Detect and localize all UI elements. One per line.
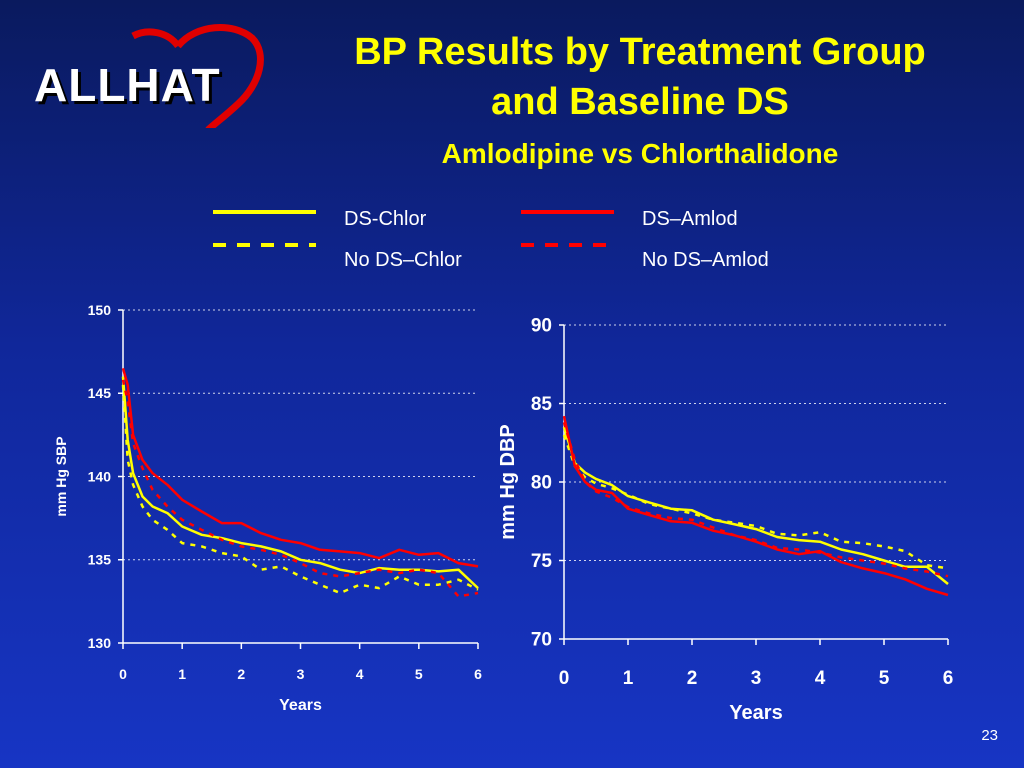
- series-line-ds-chlor: [562, 426, 949, 585]
- y-tick-label: 145: [88, 385, 112, 401]
- y-tick-label: 135: [88, 552, 112, 568]
- x-tick-label: 5: [879, 668, 890, 689]
- x-tick-label: 4: [815, 668, 826, 689]
- x-tick-label: 0: [119, 666, 127, 682]
- allhat-logo: ALLHAT: [28, 18, 268, 133]
- y-tick-label: 130: [88, 635, 112, 651]
- y-tick-label: 75: [531, 551, 553, 572]
- y-tick-label: 85: [531, 394, 553, 415]
- y-tick-label: 80: [531, 473, 552, 494]
- legend-label-no-ds-chlor: No DS–Chlor: [344, 249, 462, 271]
- series-line-ds-amlod: [562, 415, 949, 597]
- series-line-no-ds-amlod: [121, 379, 479, 598]
- page-subtitle: Amlodipine vs Chlorthalidone: [441, 138, 839, 169]
- series-line-no-ds-chlor: [562, 434, 949, 570]
- series-line-ds-chlor: [121, 376, 479, 590]
- legend-label-no-ds-amlod: No DS–Amlod: [642, 249, 769, 271]
- x-tick-label: 5: [415, 666, 423, 682]
- x-tick-label: 6: [943, 668, 954, 689]
- x-tick-label: 3: [751, 668, 762, 689]
- x-tick-label: 2: [687, 668, 698, 689]
- y-axis-label: mm Hg SBP: [53, 436, 69, 516]
- page-title-line1: BP Results by Treatment Group: [354, 31, 926, 73]
- x-axis-label: Years: [729, 702, 782, 724]
- slide-number: 23: [981, 727, 998, 744]
- y-tick-label: 90: [531, 316, 552, 337]
- y-axis-label: mm Hg DBP: [497, 424, 519, 540]
- x-tick-label: 1: [178, 666, 186, 682]
- series-line-no-ds-amlod: [562, 421, 949, 578]
- series-line-no-ds-chlor: [121, 384, 479, 595]
- page-title-line2: and Baseline DS: [491, 81, 789, 123]
- x-tick-label: 1: [623, 668, 634, 689]
- x-tick-label: 6: [474, 666, 482, 682]
- legend-label-ds-amlod: DS–Amlod: [642, 208, 738, 230]
- legend: [213, 210, 614, 247]
- y-tick-label: 150: [88, 302, 112, 318]
- series-line-ds-amlod: [121, 367, 479, 568]
- y-tick-label: 70: [531, 630, 552, 651]
- legend-label-ds-chlor: DS-Chlor: [344, 208, 427, 230]
- x-axis-label: Years: [279, 697, 322, 714]
- logo-text: ALLHAT: [34, 59, 221, 111]
- x-tick-label: 4: [356, 666, 364, 682]
- x-tick-label: 0: [559, 668, 570, 689]
- x-tick-label: 3: [297, 666, 305, 682]
- heart-logo-icon: [131, 24, 264, 133]
- y-tick-label: 140: [88, 468, 112, 484]
- x-tick-label: 2: [237, 666, 245, 682]
